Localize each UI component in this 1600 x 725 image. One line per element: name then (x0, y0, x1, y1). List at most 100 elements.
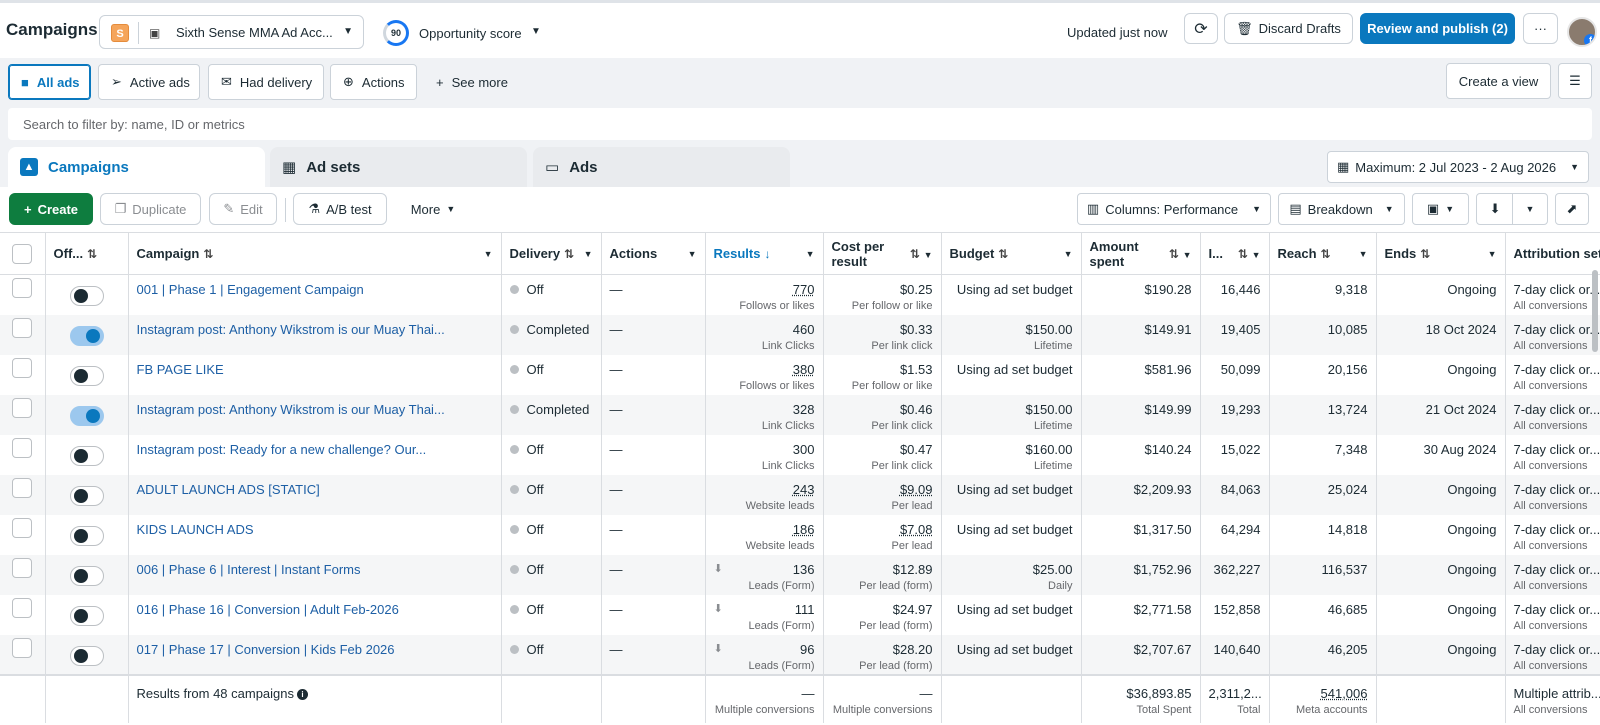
export-dropdown[interactable]: ⬇ ▼ (1476, 193, 1548, 225)
column-header-delivery[interactable]: Delivery ⇅ ▼ (501, 232, 602, 275)
download-icon[interactable]: ⬇ (713, 562, 723, 575)
column-header-actions[interactable]: Actions ▼ (601, 232, 706, 275)
filter-settings-button[interactable]: ☰ (1558, 63, 1592, 99)
campaign-name-link[interactable]: Instagram post: Anthony Wikstrom is our … (136, 321, 445, 337)
row-checkbox[interactable] (12, 637, 33, 658)
ends-cell: Ongoing (1376, 634, 1506, 675)
on-off-toggle[interactable] (69, 645, 104, 666)
table-row[interactable]: 016 | Phase 16 | Conversion | Adult Feb-… (0, 594, 1600, 635)
campaign-name-link[interactable]: ADULT LAUNCH ADS [STATIC] (136, 481, 320, 497)
date-range-label: Maximum: 2 Jul 2023 - 2 Aug 2026 (1355, 159, 1557, 175)
table-row[interactable]: 017 | Phase 17 | Conversion | Kids Feb 2… (0, 634, 1600, 675)
on-off-toggle[interactable] (69, 405, 104, 426)
create-button[interactable]: + Create (9, 193, 93, 225)
row-checkbox[interactable] (12, 278, 33, 298)
edit-button[interactable]: ✎ Edit (209, 193, 277, 225)
download-icon[interactable]: ⬇ (713, 642, 723, 655)
footer-attribution: Multiple attrib... All conversions (1505, 673, 1600, 723)
row-checkbox[interactable] (12, 477, 33, 498)
column-header-budget[interactable]: Budget ⇅ ▼ (941, 232, 1082, 275)
on-off-toggle[interactable] (69, 286, 104, 306)
row-checkbox[interactable] (12, 397, 33, 418)
column-header-offon[interactable]: Off... ⇅ (45, 232, 129, 275)
campaign-name-cell: 001 | Phase 1 | Engagement Campaign (128, 274, 502, 315)
table-row[interactable]: FB PAGE LIKE Off —380 Follows or likes $1.53… (0, 354, 1600, 395)
select-all-checkbox[interactable] (12, 243, 33, 264)
filter-bar: ■ All ads ➢ Active ads ✉ Had delivery ⊕ … (0, 58, 1600, 106)
column-header-attribution[interactable]: Attribution setting (1505, 232, 1600, 275)
campaign-name-link[interactable]: 016 | Phase 16 | Conversion | Adult Feb-… (136, 601, 399, 617)
row-checkbox[interactable] (12, 517, 33, 538)
column-header-cost-per-result[interactable]: Cost per result ⇅ ▼ (823, 232, 942, 275)
date-range-picker[interactable]: ▦ Maximum: 2 Jul 2023 - 2 Aug 2026 ▼ (1327, 151, 1589, 183)
row-checkbox[interactable] (12, 597, 33, 618)
on-off-toggle[interactable] (69, 525, 104, 546)
charts-button[interactable]: ⬈ (1555, 193, 1589, 225)
campaign-name-link[interactable]: FB PAGE LIKE (136, 361, 224, 377)
delivery-status: Off (526, 521, 544, 537)
row-checkbox[interactable] (12, 317, 33, 338)
chip-actions[interactable]: ⊕ Actions (330, 64, 417, 100)
refresh-button[interactable]: ⟳ (1184, 13, 1218, 44)
reach-cell: 46,205 (1269, 634, 1377, 675)
table-row[interactable]: 001 | Phase 1 | Engagement Campaign Off —7… (0, 274, 1600, 315)
on-off-toggle[interactable] (69, 565, 104, 586)
reports-dropdown[interactable]: ▣ ▼ (1412, 193, 1469, 225)
delivery-cell: Off (501, 354, 602, 395)
on-off-toggle[interactable] (69, 445, 104, 466)
breakdown-dropdown[interactable]: ▤ Breakdown ▼ (1278, 193, 1405, 225)
column-header-ends[interactable]: Ends ⇅ ▼ (1376, 232, 1506, 275)
table-row[interactable]: KIDS LAUNCH ADS Off —186 Website leads $7.08… (0, 514, 1600, 555)
tab-campaigns[interactable]: ▲ Campaigns (8, 147, 265, 187)
tab-ad-sets[interactable]: ▦ Ad sets (270, 147, 527, 187)
table-row[interactable]: Instagram post: Anthony Wikstrom is our … (0, 394, 1600, 435)
attribution-cell: 7-day click or... All conversions (1505, 314, 1600, 355)
chip-see-more[interactable]: + See more (424, 64, 520, 100)
chip-all-ads[interactable]: ■ All ads (8, 64, 91, 100)
row-checkbox[interactable] (12, 557, 33, 578)
campaign-name-link[interactable]: 006 | Phase 6 | Interest | Instant Forms (136, 561, 361, 577)
campaign-name-link[interactable]: KIDS LAUNCH ADS (136, 521, 254, 537)
table-row[interactable]: ADULT LAUNCH ADS [STATIC] Off —243 Website … (0, 474, 1600, 515)
avatar[interactable]: f (1567, 17, 1597, 47)
info-icon[interactable]: i (297, 688, 309, 700)
on-off-toggle[interactable] (69, 605, 104, 626)
create-view-button[interactable]: Create a view (1446, 63, 1551, 99)
column-header-campaign[interactable]: Campaign ⇅ ▼ (128, 232, 502, 275)
chip-active-ads[interactable]: ➢ Active ads (98, 64, 200, 100)
ab-test-button[interactable]: ⚗ A/B test (293, 193, 387, 225)
column-header-amount-spent[interactable]: Amount spent ⇅ ▼ (1081, 232, 1201, 275)
table-row[interactable]: Instagram post: Anthony Wikstrom is our … (0, 314, 1600, 355)
columns-dropdown[interactable]: ▥ Columns: Performance ▼ (1077, 193, 1271, 225)
campaign-name-link[interactable]: Instagram post: Anthony Wikstrom is our … (136, 401, 445, 417)
discard-drafts-button[interactable]: 🗑 Discard Drafts (1224, 13, 1353, 44)
chip-had-delivery[interactable]: ✉ Had delivery (208, 64, 324, 100)
duplicate-button[interactable]: ❐ Duplicate (100, 193, 201, 225)
more-dropdown[interactable]: More ▼ (395, 193, 471, 225)
column-header-impressions[interactable]: I... ⇅ ▼ (1200, 232, 1270, 275)
campaign-name-link[interactable]: 001 | Phase 1 | Engagement Campaign (136, 282, 364, 297)
footer-cell (45, 673, 129, 723)
ad-account-selector[interactable]: S ▣ Sixth Sense MMA Ad Acc... ▼ (99, 15, 364, 49)
on-off-toggle[interactable] (69, 365, 104, 386)
on-off-toggle[interactable] (69, 485, 104, 506)
review-and-publish-button[interactable]: Review and publish (2) (1360, 13, 1515, 44)
download-icon[interactable]: ⬇ (713, 602, 723, 615)
campaign-name-link[interactable]: 017 | Phase 17 | Conversion | Kids Feb 2… (136, 641, 395, 657)
results-cell: 770 Follows or likes (705, 274, 824, 315)
column-header-results[interactable]: Results ↓ ▼ (705, 232, 824, 275)
row-checkbox[interactable] (12, 437, 33, 458)
more-options-button[interactable]: ··· (1523, 13, 1558, 44)
duplicate-icon: ❐ (114, 201, 127, 216)
on-off-toggle[interactable] (69, 325, 104, 346)
row-checkbox[interactable] (12, 357, 33, 378)
table-row[interactable]: 006 | Phase 6 | Interest | Instant Forms… (0, 554, 1600, 595)
vertical-scrollbar[interactable] (1592, 270, 1598, 352)
tab-label: Campaigns (48, 158, 129, 176)
campaign-name-link[interactable]: Instagram post: Ready for a new challeng… (136, 441, 427, 457)
status-dot (509, 444, 519, 454)
table-row[interactable]: Instagram post: Ready for a new challeng… (0, 434, 1600, 475)
search-input[interactable] (8, 108, 1592, 140)
tab-ads[interactable]: ▭ Ads (533, 147, 790, 187)
column-header-reach[interactable]: Reach ⇅ ▼ (1269, 232, 1377, 275)
